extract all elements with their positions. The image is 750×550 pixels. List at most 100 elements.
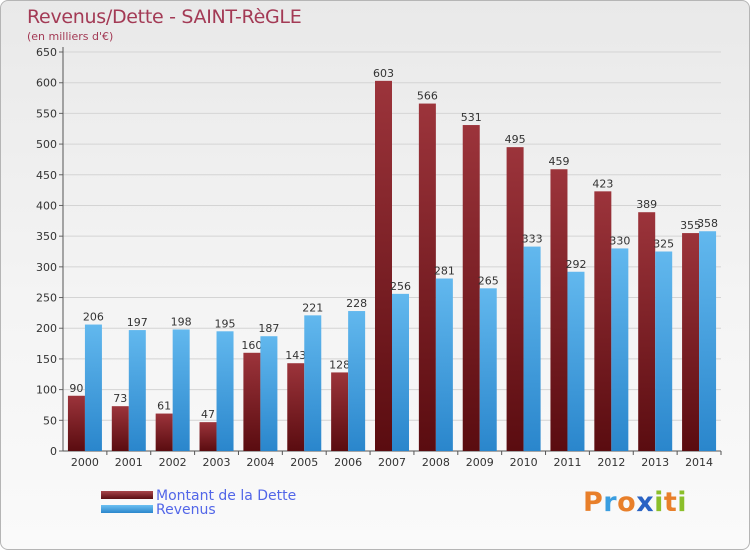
x-tick-label: 2005 [290, 456, 318, 469]
legend-label-revenus: Revenus [156, 502, 216, 518]
legend-label-dette: Montant de la Dette [156, 488, 297, 504]
bar-dette [462, 125, 480, 451]
data-label-revenus: 198 [171, 315, 192, 328]
bar-revenus [611, 248, 629, 451]
logo-letter: x [636, 487, 655, 518]
bar-dette [682, 233, 700, 451]
bar-revenus [655, 251, 673, 451]
x-tick-label: 2013 [641, 456, 669, 469]
x-tick-label: 2003 [203, 456, 231, 469]
y-tick-label: 500 [36, 138, 57, 151]
data-label-dette: 495 [505, 133, 526, 146]
data-label-dette: 47 [201, 408, 215, 421]
x-tick-label: 2009 [466, 456, 494, 469]
x-tick-label: 2004 [246, 456, 274, 469]
bar-revenus [216, 331, 234, 451]
bar-dette [331, 372, 349, 451]
bar-dette [67, 395, 85, 451]
x-tick-label: 2008 [422, 456, 450, 469]
y-tick-label: 250 [36, 292, 57, 305]
y-tick-label: 300 [36, 261, 57, 274]
bar-revenus [260, 336, 278, 451]
bar-dette [506, 147, 524, 451]
y-tick-label: 650 [36, 46, 57, 59]
data-label-revenus: 265 [478, 274, 499, 287]
data-label-dette: 566 [417, 90, 438, 103]
logo-letter: r [603, 487, 618, 518]
x-tick-label: 2006 [334, 456, 362, 469]
y-tick-label: 400 [36, 199, 57, 212]
data-label-dette: 90 [69, 382, 83, 395]
y-tick-label: 50 [43, 414, 57, 427]
data-label-dette: 603 [373, 67, 394, 80]
bar-revenus [523, 246, 541, 451]
logo-letter: i [677, 487, 688, 518]
legend-swatch-dette [101, 491, 153, 499]
bar-dette [287, 363, 305, 451]
bar-revenus [567, 271, 585, 451]
bar-dette [155, 413, 173, 451]
bar-dette [243, 352, 261, 451]
bar-dette [638, 212, 656, 451]
y-tick-label: 100 [36, 384, 57, 397]
bar-revenus [172, 329, 190, 451]
bar-revenus [84, 324, 102, 451]
x-tick-label: 2001 [115, 456, 143, 469]
logo-letter: P [583, 487, 604, 518]
data-label-revenus: 330 [609, 234, 630, 247]
x-tick-label: 2007 [378, 456, 406, 469]
bar-dette [111, 406, 129, 451]
x-tick-label: 2000 [71, 456, 99, 469]
logo-letter: i [654, 487, 664, 518]
x-tick-label: 2012 [597, 456, 625, 469]
y-tick-label: 600 [36, 77, 57, 90]
data-label-revenus: 206 [83, 311, 104, 324]
proxiti-logo: Proxiti [583, 487, 687, 518]
y-tick-label: 0 [50, 445, 57, 458]
bar-revenus [128, 330, 146, 451]
x-tick-label: 2014 [685, 456, 713, 469]
bar-dette [199, 422, 217, 451]
data-label-revenus: 333 [522, 233, 543, 246]
y-tick-label: 350 [36, 230, 57, 243]
data-label-revenus: 228 [346, 297, 367, 310]
data-label-dette: 160 [241, 339, 262, 352]
data-label-dette: 459 [548, 155, 569, 168]
x-tick-label: 2011 [553, 456, 581, 469]
bar-revenus [479, 288, 497, 451]
data-label-dette: 531 [461, 111, 482, 124]
data-label-dette: 143 [285, 349, 306, 362]
chart-title: Revenus/Dette - SAINT-RèGLE [27, 6, 302, 28]
y-tick-label: 200 [36, 322, 57, 335]
y-tick-label: 450 [36, 169, 57, 182]
data-label-dette: 355 [680, 219, 701, 232]
data-label-revenus: 292 [565, 258, 586, 271]
bar-revenus [435, 278, 453, 451]
data-label-revenus: 281 [434, 265, 455, 278]
data-label-dette: 423 [592, 177, 613, 190]
data-label-revenus: 197 [127, 316, 148, 329]
bar-dette [375, 80, 392, 451]
bar-dette [550, 169, 568, 451]
data-label-revenus: 195 [215, 317, 236, 330]
logo-letter: o [617, 487, 637, 518]
data-label-revenus: 325 [653, 238, 674, 251]
data-label-dette: 61 [157, 400, 171, 413]
bar-revenus [304, 315, 322, 451]
y-tick-label: 150 [36, 353, 57, 366]
data-label-dette: 389 [636, 198, 657, 211]
bar-revenus [392, 293, 409, 451]
x-tick-label: 2010 [510, 456, 538, 469]
data-label-revenus: 221 [302, 301, 323, 314]
bar-dette [594, 191, 612, 451]
x-tick-label: 2002 [159, 456, 187, 469]
chart-subtitle: (en milliers d'€) [27, 30, 114, 43]
data-label-revenus: 256 [390, 280, 411, 293]
logo-letter: t [663, 487, 678, 518]
data-label-revenus: 187 [258, 322, 279, 335]
data-label-dette: 128 [329, 358, 350, 371]
data-label-dette: 73 [113, 392, 127, 405]
legend-swatch-revenus [101, 505, 153, 513]
